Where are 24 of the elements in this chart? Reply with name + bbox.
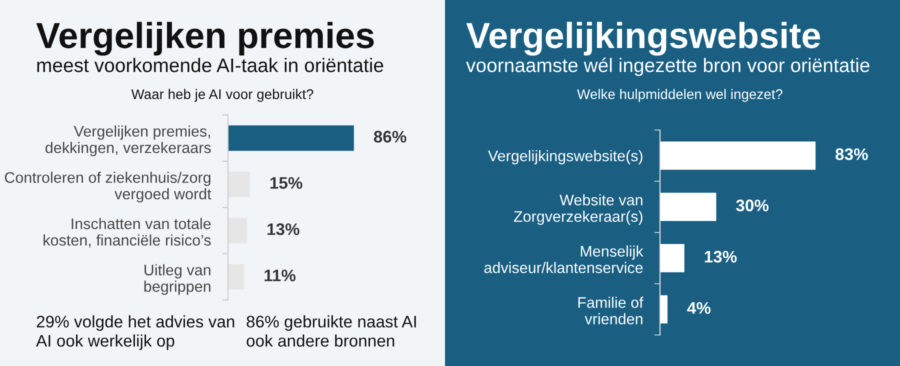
chart-subtitle: voornaamste wél ingezette bron voor oriëntatie — [466, 58, 870, 76]
data-label: 13% — [704, 250, 737, 263]
text: 86% gebruikte naast AI ook andere bronnen — [246, 315, 416, 347]
y-tick-label: Website van Zorgverzekeraar(s) — [514, 194, 642, 225]
data-label: 30% — [736, 200, 769, 212]
data-label: 13% — [268, 223, 300, 236]
chart-subtitle: meest voorkomende AI-taak in oriëntatie — [37, 58, 384, 72]
y-tick-label: Uitleg van begrippen — [144, 264, 210, 295]
y-tick-label: Inschatten van totale kosten, financiële risico’s — [44, 218, 211, 248]
text: 29% volgde het advies van AI ook werkelijk op — [36, 315, 234, 350]
x-axis-title: Waar heb je AI voor gebruikt? — [131, 88, 314, 102]
y-tick-label: Vergelijken premies, dekkingen, verzekeraars — [46, 125, 211, 156]
y-tick-label: Vergelijkingswebsite(s) — [488, 150, 642, 164]
data-label: 4% — [687, 302, 711, 314]
chart-title: Vergelijken premies — [36, 22, 374, 56]
y-tick-label: Menselijk adviseur/klantenservice — [484, 245, 644, 274]
data-label: 86% — [374, 130, 406, 143]
chart-title: Vergelijkingswebsite — [466, 22, 820, 56]
data-label: 15% — [270, 177, 302, 189]
y-tick-label: Familie of vrienden — [578, 296, 644, 324]
data-label: 83% — [836, 148, 868, 160]
y-tick-label: Controleren of ziekenhuis/zorg vergoed wordt — [4, 172, 212, 202]
x-axis-title: Welke hulpmiddelen wel ingezet? — [577, 88, 782, 102]
data-label: 11% — [264, 270, 296, 282]
